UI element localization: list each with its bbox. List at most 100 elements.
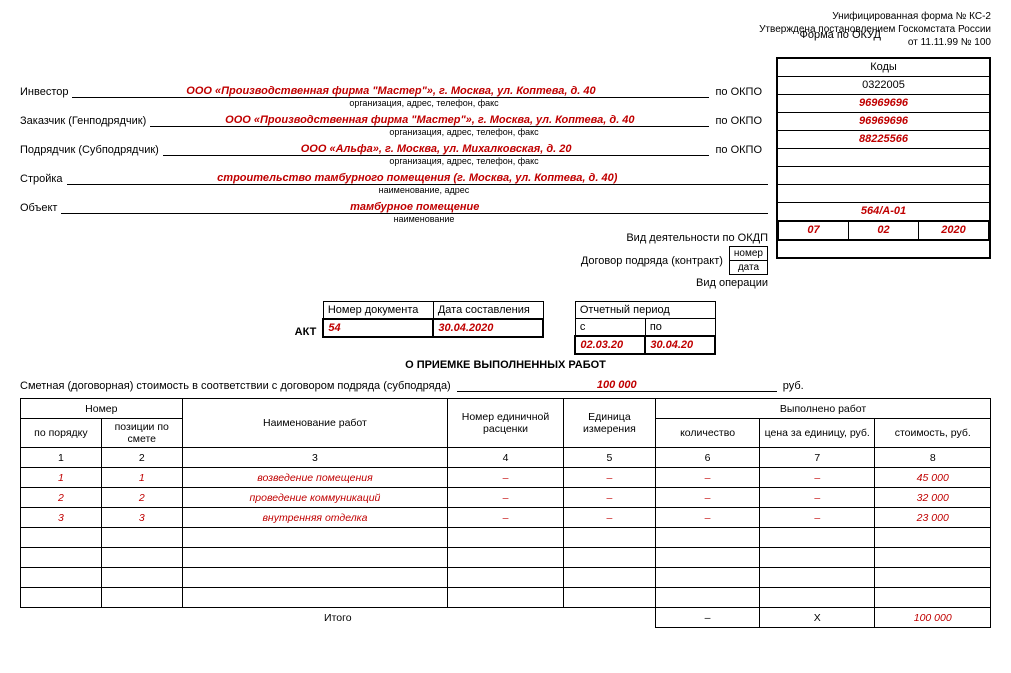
contract-day: 07 (779, 221, 849, 239)
construction-caption: наименование, адрес (80, 185, 768, 195)
codes-blank1 (777, 148, 990, 166)
operation-label: Вид операции (20, 277, 768, 289)
th-ppu: цена за единицу, руб. (760, 419, 875, 448)
table-row: 11возведение помещения––––45 000 (21, 468, 991, 488)
doc-number-header: Номер документа (323, 302, 433, 320)
th-cost: стоимость, руб. (875, 419, 991, 448)
th-order: по порядку (21, 419, 102, 448)
total-label: Итого (21, 608, 656, 628)
doc-date-header: Дата составления (433, 302, 543, 320)
cell-cost: 32 000 (875, 488, 991, 508)
operation-value (777, 240, 990, 258)
okpo-label-1: по ОКПО (709, 86, 768, 98)
construction-label: Стройка (20, 173, 67, 185)
coln-4: 4 (448, 448, 563, 468)
cell-qty: – (656, 468, 760, 488)
contractor-okpo: 88225566 (777, 130, 990, 148)
investor-okpo: 96969696 (777, 94, 990, 112)
cell-name: возведение помещения (182, 468, 448, 488)
customer-label: Заказчик (Генподрядчик) (20, 115, 150, 127)
investor-value: ООО «Производственная фирма "Мастер"», г… (72, 85, 709, 98)
doc-title: О ПРИЕМКЕ ВЫПОЛНЕННЫХ РАБОТ (20, 359, 991, 371)
contract-year: 2020 (919, 221, 989, 239)
codes-title: Коды (777, 58, 990, 76)
cell-qty: – (656, 488, 760, 508)
construction-row: Стройка строительство тамбурного помещен… (20, 172, 768, 185)
customer-caption: организация, адрес, телефон, факс (160, 127, 768, 137)
th-unit: Единица измерения (563, 399, 655, 448)
coln-6: 6 (656, 448, 760, 468)
contract-number-value: 564/А-01 (777, 202, 990, 220)
okud-value: 0322005 (777, 76, 990, 94)
coln-7: 7 (760, 448, 875, 468)
cell-cost: 23 000 (875, 508, 991, 528)
okdp-label: Вид деятельности по ОКДП (20, 232, 768, 244)
doc-date: 30.04.2020 (433, 319, 543, 337)
cell-upn: – (448, 468, 563, 488)
estimate-label: Сметная (договорная) стоимость в соответ… (20, 380, 451, 392)
contractor-label: Подрядчик (Субподрядчик) (20, 144, 163, 156)
cell-pos: 2 (101, 488, 182, 508)
object-row: Объект тамбурное помещение (20, 201, 768, 214)
estimate-value: 100 000 (457, 379, 777, 392)
th-unit-price-no: Номер единичной расценки (448, 399, 563, 448)
okud-label: Форма по ОКУД (800, 29, 882, 41)
cell-upn: – (448, 508, 563, 528)
investor-row: Инвестор ООО «Производственная фирма "Ма… (20, 85, 768, 98)
codes-table: Коды 0322005 96969696 96969696 88225566 … (776, 57, 991, 259)
period-from: 02.03.20 (575, 336, 645, 354)
act-label: АКТ (295, 326, 317, 338)
period-from-label: с (575, 319, 645, 337)
th-number-group: Номер (21, 399, 183, 419)
coln-3: 3 (182, 448, 448, 468)
doc-number: 54 (323, 319, 433, 337)
codes-blank2 (777, 166, 990, 184)
coln-5: 5 (563, 448, 655, 468)
contractor-caption: организация, адрес, телефон, факс (160, 156, 768, 166)
okdp-value (777, 184, 990, 202)
construction-value: строительство тамбурного помещения (г. М… (67, 172, 768, 185)
cell-ppu: – (760, 508, 875, 528)
cell-cost: 45 000 (875, 468, 991, 488)
cell-qty: – (656, 508, 760, 528)
contract-month: 02 (849, 221, 919, 239)
cell-pos: 3 (101, 508, 182, 528)
customer-row: Заказчик (Генподрядчик) ООО «Производств… (20, 114, 768, 127)
contractor-row: Подрядчик (Субподрядчик) ООО «Альфа», г.… (20, 143, 768, 156)
works-table: Номер Наименование работ Номер единичной… (20, 398, 991, 628)
coln-2: 2 (101, 448, 182, 468)
cell-n: 1 (21, 468, 102, 488)
total-qty: – (656, 608, 760, 628)
estimate-currency: руб. (783, 380, 804, 392)
cell-unit: – (563, 508, 655, 528)
th-position: позиции по смете (101, 419, 182, 448)
contractor-value: ООО «Альфа», г. Москва, ул. Михалковская… (163, 143, 710, 156)
period-table: Отчетный период с по 02.03.20 30.04.20 (574, 301, 716, 355)
cell-n: 3 (21, 508, 102, 528)
contract-number-date: номер дата (729, 246, 768, 275)
total-ppu: Х (760, 608, 875, 628)
okpo-label-2: по ОКПО (709, 115, 768, 127)
investor-caption: организация, адрес, телефон, факс (80, 98, 768, 108)
object-caption: наименование (80, 214, 768, 224)
object-label: Объект (20, 202, 61, 214)
cell-n: 2 (21, 488, 102, 508)
table-row: 33внутренняя отделка––––23 000 (21, 508, 991, 528)
cell-name: проведение коммуникаций (182, 488, 448, 508)
okpo-label-3: по ОКПО (709, 144, 768, 156)
period-to-label: по (645, 319, 715, 337)
cell-name: внутренняя отделка (182, 508, 448, 528)
cell-unit: – (563, 488, 655, 508)
coln-1: 1 (21, 448, 102, 468)
object-value: тамбурное помещение (61, 201, 768, 214)
th-qty: количество (656, 419, 760, 448)
period-to: 30.04.20 (645, 336, 715, 354)
contract-label: Договор подряда (контракт) (581, 255, 723, 267)
cell-unit: – (563, 468, 655, 488)
cell-upn: – (448, 488, 563, 508)
doc-number-date-table: Номер документа Дата составления 54 30.0… (322, 301, 544, 338)
customer-value: ООО «Производственная фирма "Мастер"», г… (150, 114, 709, 127)
cell-ppu: – (760, 468, 875, 488)
customer-okpo: 96969696 (777, 112, 990, 130)
cell-pos: 1 (101, 468, 182, 488)
